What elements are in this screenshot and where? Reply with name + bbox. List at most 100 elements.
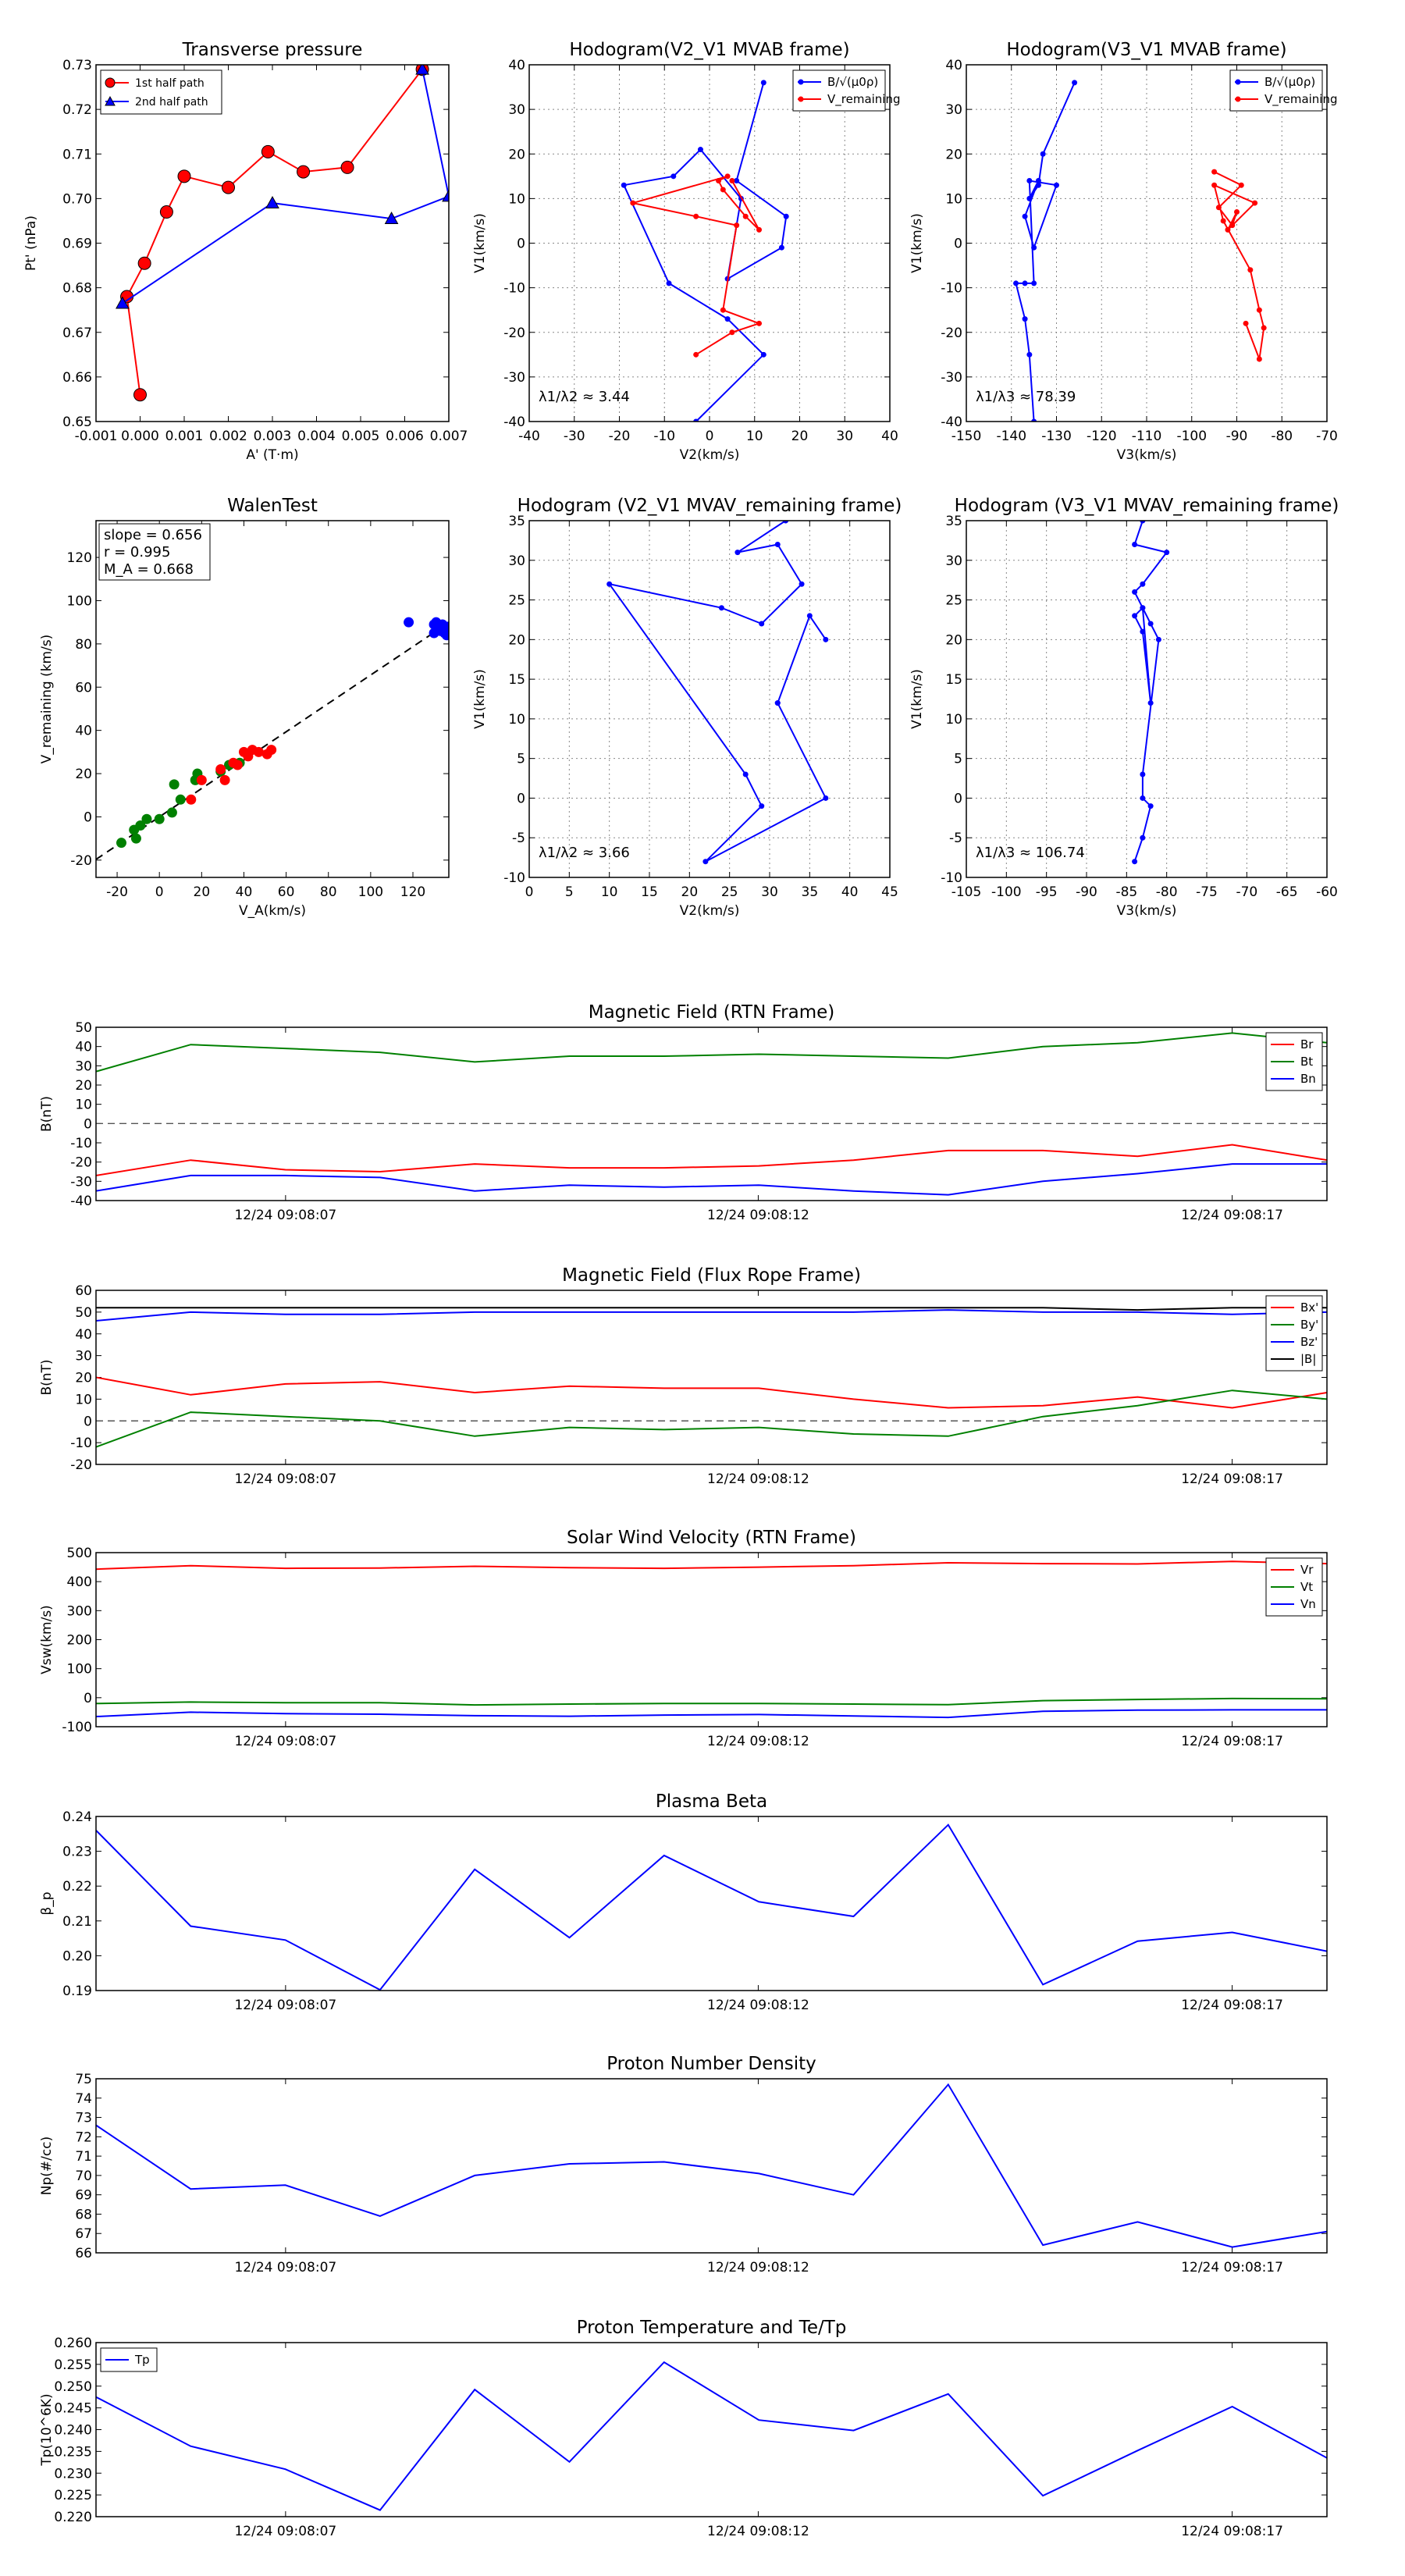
plot-area (96, 2083, 1327, 2248)
data-point (606, 581, 613, 587)
y-tick-label: 10 (508, 191, 525, 207)
data-point (196, 774, 207, 785)
data-point (1147, 803, 1154, 809)
y-tick-label: 25 (508, 593, 525, 609)
legend-label: B/√(μ0ρ) (1264, 75, 1315, 89)
series-line-b (96, 1307, 1327, 1311)
y-tick-label: 68 (75, 2207, 92, 2222)
y-tick-label: 30 (508, 102, 525, 118)
y-axis-label: V1(km/s) (472, 213, 488, 273)
x-tick-label: 25 (721, 884, 738, 900)
x-tick-label: 0.001 (165, 429, 204, 444)
y-tick-label: 500 (67, 1546, 92, 1561)
y-tick-label: 30 (508, 553, 525, 569)
y-tick-label: 0 (954, 791, 962, 806)
y-tick-label: 0.24 (62, 1809, 92, 1825)
y-tick-label: 74 (75, 2091, 92, 2107)
data-point (742, 213, 749, 219)
y-tick-label: 0.70 (62, 191, 92, 207)
data-point (1026, 195, 1033, 201)
y-tick-label: 10 (945, 191, 962, 207)
data-point (759, 803, 765, 809)
x-tick-label: 45 (881, 884, 898, 900)
data-point (1040, 151, 1046, 157)
data-point (1035, 182, 1041, 188)
x-tick-label: 40 (841, 884, 859, 900)
legend-label: Br (1300, 1037, 1314, 1051)
legend-label: V_remaining (1264, 92, 1338, 107)
data-point (1022, 213, 1028, 219)
data-point (1238, 182, 1244, 188)
y-tick-label: 20 (945, 632, 962, 648)
series-line-bx (96, 1376, 1327, 1409)
chart-hodo2: Hodogram(V3_V1 MVAB frame)-40-30-20-1001… (909, 40, 1338, 463)
y-tick-label: 300 (67, 1603, 92, 1619)
data-point (724, 173, 731, 180)
y-tick-label: 40 (945, 58, 962, 73)
chart-title: Hodogram (V3_V1 MVAV_remaining frame) (955, 496, 1339, 516)
x-tick-label: 15 (641, 884, 658, 900)
x-tick-label: 100 (358, 884, 383, 900)
x-tick-label: -100 (991, 884, 1022, 900)
data-point (720, 307, 726, 313)
y-axis-label: Np(#/cc) (39, 2137, 55, 2195)
data-point (1132, 589, 1138, 595)
data-point (1234, 209, 1240, 215)
data-point (823, 795, 829, 801)
series-line-b0 (1015, 82, 1076, 422)
y-tick-label: 40 (75, 724, 92, 739)
x-tick-label: 35 (802, 884, 819, 900)
data-point (1229, 222, 1236, 229)
data-point (1026, 178, 1033, 184)
data-point (1132, 613, 1138, 619)
axes-frame (966, 64, 1328, 422)
data-point (756, 226, 763, 233)
series-line-1sthalfpath (126, 69, 423, 395)
y-tick-label: 66 (75, 2246, 92, 2261)
axes-frame (95, 1026, 1328, 1201)
y-tick-label: -10 (503, 870, 525, 886)
data-point (116, 838, 126, 849)
legend-marker (798, 96, 804, 102)
x-tick-label: 20 (681, 884, 699, 900)
x-tick-label: 12/24 09:08:07 (234, 1734, 336, 1749)
x-tick-label: 40 (236, 884, 253, 900)
y-tick-label: 0.68 (62, 281, 92, 297)
y-tick-label: 5 (517, 752, 525, 767)
x-tick-label: -40 (518, 429, 540, 444)
x-tick-label: 0 (706, 429, 714, 444)
data-point (1140, 771, 1146, 777)
series-line-bt (96, 1032, 1327, 1073)
axes-frame (95, 1552, 1328, 1727)
data-point (760, 351, 767, 358)
y-tick-label: 0 (84, 809, 92, 825)
data-point (1035, 178, 1041, 184)
x-tick-label: 12/24 09:08:07 (234, 2524, 336, 2539)
data-point (716, 178, 722, 184)
data-point (1164, 550, 1170, 556)
data-point (1013, 280, 1019, 286)
data-point (1140, 628, 1146, 635)
y-tick-label: 100 (67, 593, 92, 609)
chart-title: Magnetic Field (RTN Frame) (589, 1002, 835, 1023)
x-tick-label: -75 (1196, 884, 1218, 900)
legend-label: V_remaining (827, 92, 901, 107)
y-tick-label: 75 (75, 2072, 92, 2087)
data-point (774, 541, 781, 547)
data-point (384, 212, 399, 224)
x-tick-label: 60 (278, 884, 295, 900)
y-tick-label: -10 (941, 281, 962, 297)
y-tick-label: 73 (75, 2111, 92, 2126)
data-point (177, 169, 191, 183)
x-tick-label: -80 (1271, 429, 1293, 444)
y-tick-label: 0.250 (54, 2379, 92, 2395)
x-tick-label: -0.001 (75, 429, 118, 444)
data-point (1147, 700, 1154, 706)
data-point (232, 760, 243, 770)
data-point (186, 794, 197, 805)
data-point (666, 280, 672, 286)
legend-label: Bn (1300, 1072, 1316, 1086)
x-tick-label: -60 (1316, 884, 1338, 900)
chart-title: Magnetic Field (Flux Rope Frame) (562, 1265, 861, 1286)
